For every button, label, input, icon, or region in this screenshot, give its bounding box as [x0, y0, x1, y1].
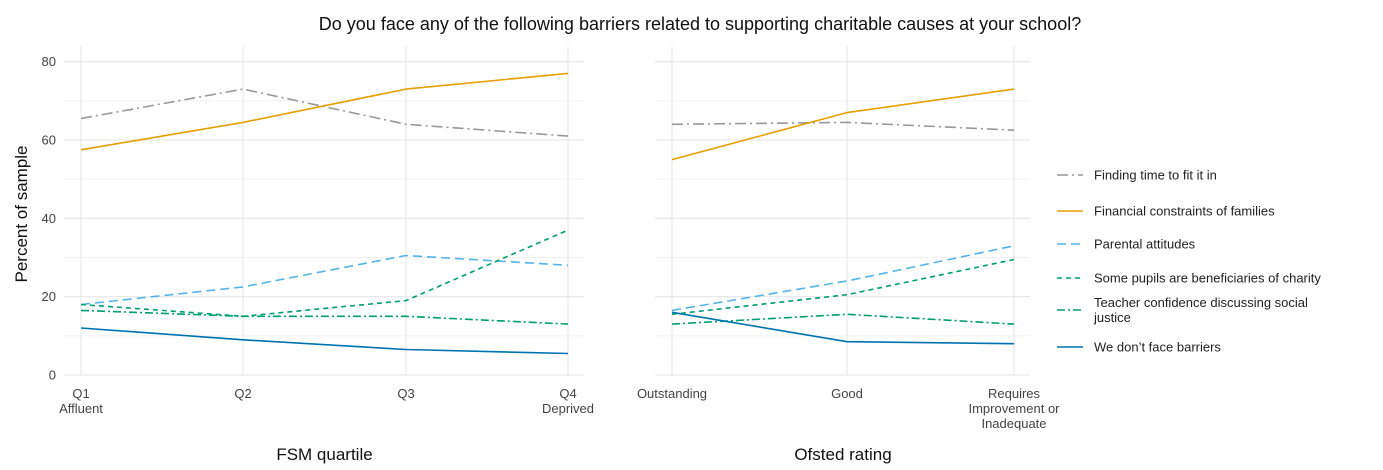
y-tick-label: 40	[42, 211, 56, 226]
y-tick-label: 80	[42, 54, 56, 69]
legend-item: We don’t face barriers	[1057, 340, 1221, 355]
x-tick-label: Inadequate	[981, 416, 1046, 431]
x-tick-label: Good	[831, 386, 863, 401]
series-line	[80, 327, 569, 355]
series-line	[80, 88, 569, 137]
series-line	[671, 311, 1015, 345]
legend-label: justice	[1093, 310, 1131, 325]
y-axis-title: Percent of sample	[12, 145, 31, 282]
legend-item: Finding time to fit it in	[1057, 168, 1217, 183]
y-tick-label: 0	[49, 368, 56, 383]
x-tick-label: Q3	[397, 386, 414, 401]
legend-item: Teacher confidence discussing socialjust…	[1057, 295, 1308, 325]
series-line	[80, 229, 569, 318]
x-axis-title: Ofsted rating	[794, 445, 891, 464]
x-tick-label: Q1	[72, 386, 89, 401]
x-tick-label: Improvement or	[968, 401, 1060, 416]
legend: Finding time to fit it in Financial const…	[1057, 168, 1321, 355]
series-line	[80, 309, 569, 325]
x-axis-title: FSM quartile	[276, 445, 372, 464]
x-tick-label: Requires	[988, 386, 1041, 401]
legend-label: Parental attitudes	[1094, 237, 1196, 252]
legend-item: Financial constraints of families	[1057, 204, 1275, 219]
legend-label: Finding time to fit it in	[1094, 168, 1217, 183]
legend-label: Teacher confidence discussing social	[1094, 295, 1308, 310]
legend-label: We don’t face barriers	[1094, 340, 1221, 355]
x-tick-label: Affluent	[59, 401, 103, 416]
series-line	[671, 245, 1015, 312]
chart-title: Do you face any of the following barrier…	[319, 14, 1081, 34]
series-line	[671, 121, 1015, 131]
series-line	[80, 72, 569, 151]
legend-item: Parental attitudes	[1057, 237, 1196, 252]
y-tick-label: 20	[42, 289, 56, 304]
legend-label: Some pupils are beneficiaries of charity	[1094, 271, 1321, 286]
x-tick-label: Q4	[559, 386, 576, 401]
x-tick-label: Deprived	[542, 401, 594, 416]
x-tick-label: Outstanding	[637, 386, 707, 401]
x-tick-label: Q2	[234, 386, 251, 401]
y-tick-label: 60	[42, 133, 56, 148]
legend-label: Financial constraints of families	[1094, 204, 1275, 219]
series-line	[671, 258, 1015, 316]
series-line	[80, 254, 569, 306]
series-line	[671, 313, 1015, 325]
legend-item: Some pupils are beneficiaries of charity	[1057, 271, 1321, 286]
series-line	[671, 88, 1015, 161]
